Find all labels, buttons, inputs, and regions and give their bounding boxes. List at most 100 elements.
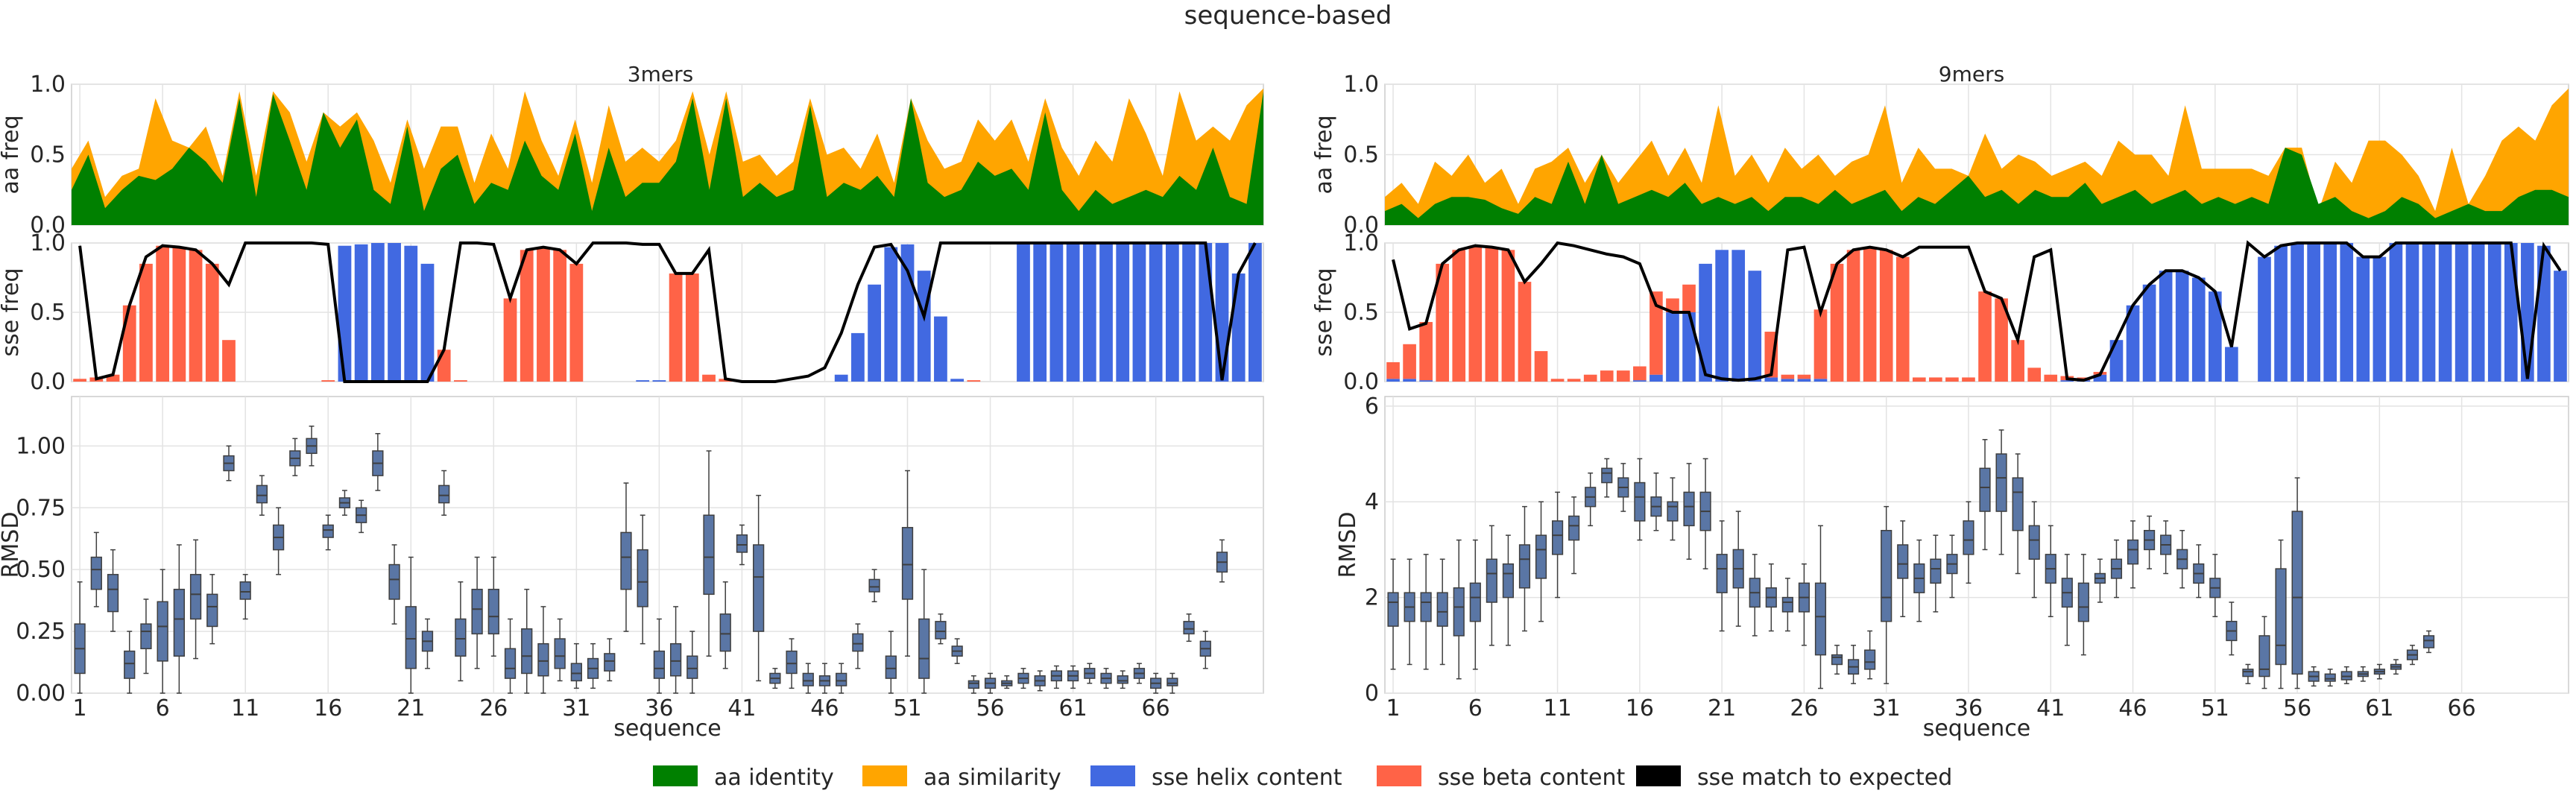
bar-helix: [2208, 291, 2222, 382]
legend-label: sse beta content: [1438, 765, 1626, 791]
x-tick-label: 6: [1468, 695, 1483, 721]
bar-helix: [404, 245, 418, 382]
box: [2258, 635, 2270, 678]
box: [1420, 592, 1432, 622]
y-tick-label: 0.50: [16, 557, 66, 583]
legend-swatch: [1377, 765, 1421, 786]
bar-beta: [1650, 291, 1663, 375]
box: [1897, 544, 1909, 579]
box: [637, 549, 648, 607]
bar-beta: [702, 374, 716, 382]
bar-helix: [2126, 305, 2140, 382]
bar-beta: [1879, 250, 1893, 382]
box: [1963, 520, 1974, 555]
bar-helix: [2487, 243, 2501, 382]
box: [1469, 582, 1481, 622]
bar-helix: [2142, 284, 2156, 382]
bar-helix: [1699, 263, 1712, 382]
bar-helix: [388, 243, 401, 382]
box: [2324, 673, 2336, 682]
bar-beta: [537, 247, 550, 382]
bar-helix: [1715, 250, 1729, 382]
box: [901, 527, 914, 600]
x-tick-label: 61: [1059, 695, 1087, 721]
axes-frame: [71, 396, 1264, 694]
box: [140, 623, 152, 650]
legend-label: sse match to expected: [1697, 765, 1952, 791]
box: [719, 613, 731, 652]
legend-swatch: [862, 765, 907, 786]
bar-helix: [370, 243, 385, 382]
area-aa-identity: [1385, 148, 2569, 225]
bar-helix: [917, 271, 931, 382]
bar-helix: [1017, 243, 1030, 382]
box: [471, 588, 483, 635]
box: [653, 650, 666, 679]
bar-helix: [1199, 243, 1213, 382]
y-axis-label: RMSD: [0, 512, 24, 578]
box: [885, 655, 897, 679]
bar-beta: [1781, 374, 1795, 379]
bar-beta: [520, 250, 534, 382]
bar-helix: [950, 379, 965, 382]
bar-helix: [2471, 243, 2485, 382]
box: [1535, 534, 1547, 579]
bar-beta: [503, 298, 517, 382]
bar-helix: [1813, 379, 1828, 382]
bar-helix: [1231, 273, 1246, 382]
bar-beta: [1567, 379, 1581, 382]
subplot-3mers-area: 0.0 0.5 1.0aa freq: [0, 72, 1264, 239]
box: [836, 672, 847, 686]
box: [124, 650, 136, 679]
legend-item-aa-identity: aa identity: [653, 765, 834, 791]
bar-helix: [1116, 243, 1130, 382]
bar-helix: [1748, 271, 1762, 382]
bar-helix: [2307, 243, 2320, 382]
bar-helix: [1386, 379, 1400, 382]
x-tick-label: 46: [810, 695, 839, 721]
box: [189, 574, 202, 620]
bar-beta: [1403, 344, 1416, 379]
box: [1183, 621, 1195, 635]
bar-beta: [1550, 379, 1565, 382]
bar-helix: [2455, 243, 2469, 382]
box: [1864, 649, 1876, 670]
box: [2291, 511, 2303, 675]
box: [669, 642, 682, 677]
y-tick-label: 0: [1365, 680, 1379, 707]
bar-beta: [1501, 250, 1515, 382]
box: [1551, 520, 1564, 555]
box: [604, 653, 616, 672]
x-tick-label: 21: [397, 695, 425, 721]
bar-helix: [2438, 243, 2452, 382]
bar-beta: [73, 379, 86, 382]
x-tick-label: 51: [2201, 695, 2229, 721]
bar-beta: [106, 374, 120, 382]
box: [686, 655, 698, 679]
box: [90, 556, 102, 590]
bar-helix: [2093, 374, 2107, 382]
bar-beta: [1452, 250, 1466, 382]
line-sse-match: [1392, 240, 2562, 382]
bar-helix: [652, 380, 666, 382]
bar-helix: [420, 263, 435, 382]
bar-helix: [2159, 271, 2173, 382]
x-tick-label: 31: [1872, 695, 1901, 721]
box: [868, 578, 880, 593]
x-tick-label: 1: [1386, 695, 1400, 721]
box: [1387, 592, 1399, 627]
box: [521, 628, 533, 675]
bar-helix: [2405, 243, 2419, 382]
legend: aa identity aa similarity sse helix conten…: [653, 765, 1952, 791]
bar-beta: [1962, 377, 1975, 382]
bar-helix: [2422, 243, 2436, 382]
box: [967, 680, 979, 689]
bar-beta: [1468, 245, 1483, 382]
panel-title-3mers: 3mers: [628, 62, 693, 86]
bar-beta: [2044, 374, 2058, 382]
bar-beta: [1945, 377, 1959, 382]
legend-label: aa identity: [714, 765, 834, 791]
bar-beta: [1583, 374, 1597, 382]
legend-item-aa-similarity: aa similarity: [862, 765, 1061, 791]
